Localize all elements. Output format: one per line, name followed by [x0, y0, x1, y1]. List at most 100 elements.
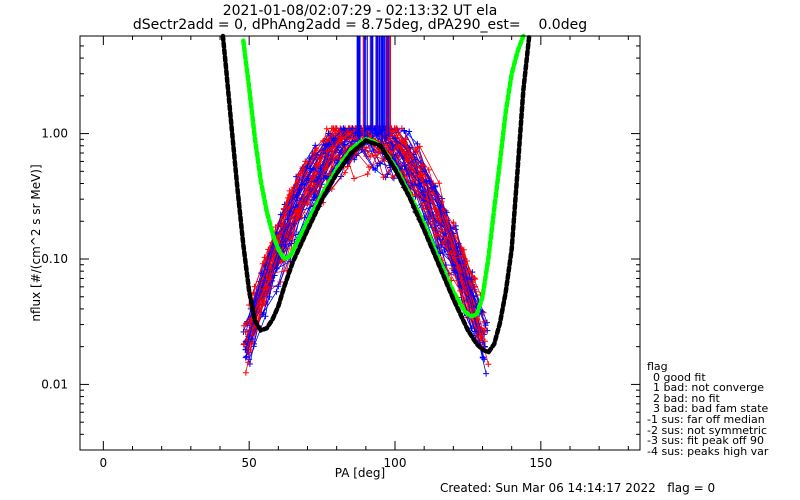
spectrum-point — [481, 328, 488, 335]
legend-item: 2 bad: no fit — [653, 393, 720, 405]
spectrum-point — [246, 319, 253, 326]
spectrum-point — [322, 165, 329, 172]
spectrum-point — [389, 174, 396, 181]
spectrum-point — [406, 128, 413, 135]
spectrum-point — [304, 199, 311, 206]
x-axis-label: PA [deg] — [335, 466, 385, 480]
spectrum-point — [273, 288, 280, 295]
spectrum-point — [242, 346, 249, 353]
spectrum-point — [280, 240, 287, 247]
spectrum-point — [260, 286, 267, 293]
spectrum-point — [436, 215, 443, 222]
spectrum-point — [312, 142, 319, 149]
x-tick-label: 100 — [384, 456, 407, 470]
y-tick-label: 0.01 — [41, 377, 68, 391]
fit-curve — [220, 33, 532, 356]
spectrum-point — [335, 127, 342, 134]
spectrum-point — [479, 354, 486, 361]
footer: Created: Sun Mar 06 14:14:17 2022 flag =… — [440, 481, 715, 495]
chart-title-line1: 2021-01-08/02:07:29 - 02:13:32 UT ela — [222, 3, 498, 19]
spectrum-point — [380, 174, 387, 181]
spectrum-point — [433, 231, 440, 238]
spectrum-point — [340, 125, 347, 132]
spectrum-point — [450, 219, 457, 226]
spectrum-point — [327, 147, 334, 154]
footer-created: Created: Sun Mar 06 14:14:17 2022 — [440, 481, 656, 495]
spectrum-point — [264, 266, 271, 273]
spectrum-point — [266, 276, 273, 283]
spectrum-point — [458, 277, 465, 284]
spectrum-point — [363, 145, 370, 152]
spectrum-point — [439, 240, 446, 247]
spectrum-point — [438, 228, 445, 235]
spectrum-point — [416, 172, 423, 179]
spectrum-point — [325, 130, 332, 137]
spectrum-point — [375, 148, 382, 155]
spectrum-point — [242, 329, 249, 336]
spectrum-point — [295, 171, 302, 178]
legend: flag 0 good fit 1 bad: not converge 2 ba… — [641, 362, 800, 457]
spectrum-point — [395, 153, 402, 160]
spectrum-point — [450, 267, 457, 274]
spectrum-point — [293, 191, 300, 198]
spectrum-point — [259, 270, 266, 277]
spectrum-point — [265, 246, 272, 253]
spectrum-point — [330, 125, 337, 132]
legend-item: -3 sus: fit peak off 90 — [647, 436, 764, 447]
spectrum-point — [437, 204, 444, 211]
spectrum-point — [426, 178, 433, 185]
chart-title-line2: dSectr2add = 0, dPhAng2add = 8.75deg, dP… — [132, 17, 588, 33]
spectrum-point — [416, 143, 423, 150]
spectrum-point — [485, 361, 492, 368]
footer-flag: flag = 0 — [667, 481, 716, 495]
spectrum-point — [479, 308, 486, 315]
spectrum-point — [262, 313, 269, 320]
spectrum-point — [344, 130, 351, 137]
spectrum-point — [432, 183, 439, 190]
spectrum-point — [482, 322, 489, 329]
spectrum-point — [351, 175, 358, 182]
spectrum-point — [452, 222, 459, 229]
spectrum-point — [330, 155, 337, 162]
spectrum-point — [443, 209, 450, 216]
spectrum-point — [296, 199, 303, 206]
spectrum-point — [462, 262, 469, 269]
y-tick-label: 0.10 — [41, 252, 68, 266]
legend-item: -4 sus: peaks high var — [647, 446, 769, 458]
spectrum-point — [436, 180, 443, 187]
spectrum-point — [401, 139, 408, 146]
spectrum-point — [306, 155, 313, 162]
legend-item: 0 good fit — [653, 372, 706, 384]
spectrum-point — [310, 182, 317, 189]
spectrum-point — [337, 134, 344, 141]
spectrum-point — [288, 240, 295, 247]
spectrum-point — [341, 169, 348, 176]
spectrum-point — [457, 287, 464, 294]
y-axis-label: nflux [#/(cm^2 s sr MeV)] — [29, 164, 43, 321]
x-tick-label: 150 — [529, 456, 552, 470]
spectrum-point — [392, 135, 399, 142]
spectrum-point — [392, 125, 399, 132]
spectrum-point — [411, 156, 418, 163]
spectrum-point — [277, 211, 284, 218]
spectrum-point — [419, 162, 426, 169]
spectrum-point — [243, 353, 250, 360]
spectrum-point — [242, 369, 249, 376]
spectrum-point — [296, 186, 303, 193]
y-tick-label: 1.00 — [41, 127, 68, 141]
spectrum-point — [329, 144, 336, 151]
spectrum-point — [300, 170, 307, 177]
spectrum-point — [338, 173, 345, 180]
spectrum-point — [292, 207, 299, 214]
spectrum-point — [456, 254, 463, 261]
spectrum-point — [478, 334, 485, 341]
spectrum-point — [476, 330, 483, 337]
spectrum-point — [391, 134, 398, 141]
spectrum-point — [275, 283, 282, 290]
legend-item: 1 bad: not converge — [653, 383, 765, 394]
spectrum-point — [250, 289, 257, 296]
spectrum-point — [401, 148, 408, 155]
plot-frame — [79, 35, 641, 451]
spectrum-point — [372, 152, 379, 159]
legend-item: 3 bad: bad fam state — [653, 404, 769, 415]
